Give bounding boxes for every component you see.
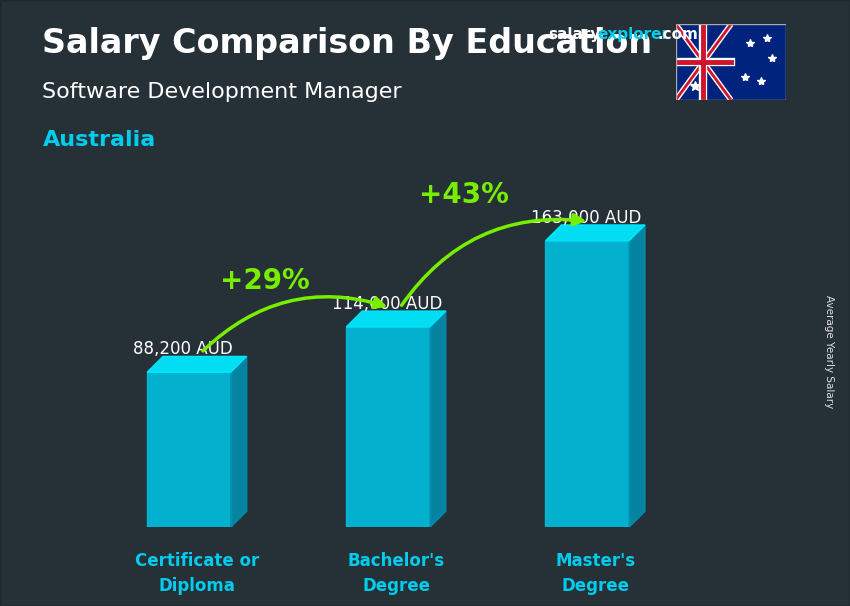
Bar (546, 241, 629, 527)
Polygon shape (346, 311, 446, 327)
Text: salary: salary (548, 27, 601, 42)
Polygon shape (147, 356, 246, 372)
Polygon shape (230, 356, 246, 527)
Text: 163,000 AUD: 163,000 AUD (531, 208, 642, 227)
Text: +29%: +29% (220, 267, 309, 295)
Text: .com: .com (658, 27, 699, 42)
Text: 114,000 AUD: 114,000 AUD (332, 295, 443, 313)
Text: Certificate or
Diploma: Certificate or Diploma (135, 552, 259, 595)
Text: Master's
Degree: Master's Degree (555, 552, 635, 595)
Bar (346, 327, 430, 527)
Text: explorer: explorer (598, 27, 670, 42)
Text: Bachelor's
Degree: Bachelor's Degree (348, 552, 445, 595)
Text: 88,200 AUD: 88,200 AUD (133, 340, 233, 358)
Text: Software Development Manager: Software Development Manager (42, 82, 402, 102)
Polygon shape (430, 311, 446, 527)
Polygon shape (629, 225, 645, 527)
Text: +43%: +43% (419, 181, 508, 209)
Bar (147, 372, 230, 527)
Text: Salary Comparison By Education: Salary Comparison By Education (42, 27, 653, 60)
Text: Average Yearly Salary: Average Yearly Salary (824, 295, 834, 408)
Text: Australia: Australia (42, 130, 156, 150)
Polygon shape (546, 225, 645, 241)
